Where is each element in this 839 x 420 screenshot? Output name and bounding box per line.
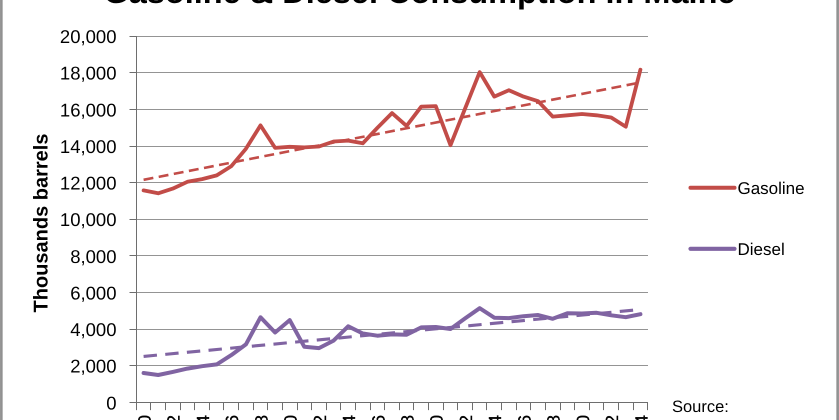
svg-text:1990: 1990 <box>281 415 301 420</box>
svg-text:1982: 1982 <box>164 415 184 420</box>
svg-text:1984: 1984 <box>193 415 213 420</box>
svg-text:2008: 2008 <box>544 415 564 420</box>
svg-text:Source:: Source: <box>672 398 729 416</box>
svg-text:20,000: 20,000 <box>60 26 117 47</box>
svg-text:2,000: 2,000 <box>70 356 116 377</box>
svg-text:1998: 1998 <box>398 415 418 420</box>
svg-text:1996: 1996 <box>368 415 388 420</box>
svg-text:2004: 2004 <box>485 415 505 420</box>
svg-text:1994: 1994 <box>339 415 359 420</box>
svg-text:12,000: 12,000 <box>60 173 117 194</box>
svg-text:2006: 2006 <box>514 415 534 420</box>
svg-text:16,000: 16,000 <box>60 99 117 120</box>
svg-text:4,000: 4,000 <box>70 319 116 340</box>
svg-text:2012: 2012 <box>602 415 622 420</box>
svg-text:1986: 1986 <box>222 415 242 420</box>
svg-text:Thousands barrels: Thousands barrels <box>30 134 52 313</box>
svg-text:Gasoline: Gasoline <box>738 179 805 198</box>
svg-text:Diesel: Diesel <box>738 240 785 259</box>
svg-text:14,000: 14,000 <box>60 136 117 157</box>
svg-text:2000: 2000 <box>427 415 447 420</box>
svg-text:2014: 2014 <box>631 415 651 420</box>
svg-text:10,000: 10,000 <box>60 209 117 230</box>
svg-text:8,000: 8,000 <box>70 246 116 267</box>
svg-text:2010: 2010 <box>573 415 593 420</box>
svg-text:0: 0 <box>106 392 116 413</box>
svg-text:1988: 1988 <box>251 415 271 420</box>
svg-text:2002: 2002 <box>456 415 476 420</box>
svg-text:18,000: 18,000 <box>60 63 117 84</box>
svg-text:6,000: 6,000 <box>70 282 116 303</box>
svg-text:1992: 1992 <box>310 415 330 420</box>
svg-text:1980: 1980 <box>135 415 155 420</box>
